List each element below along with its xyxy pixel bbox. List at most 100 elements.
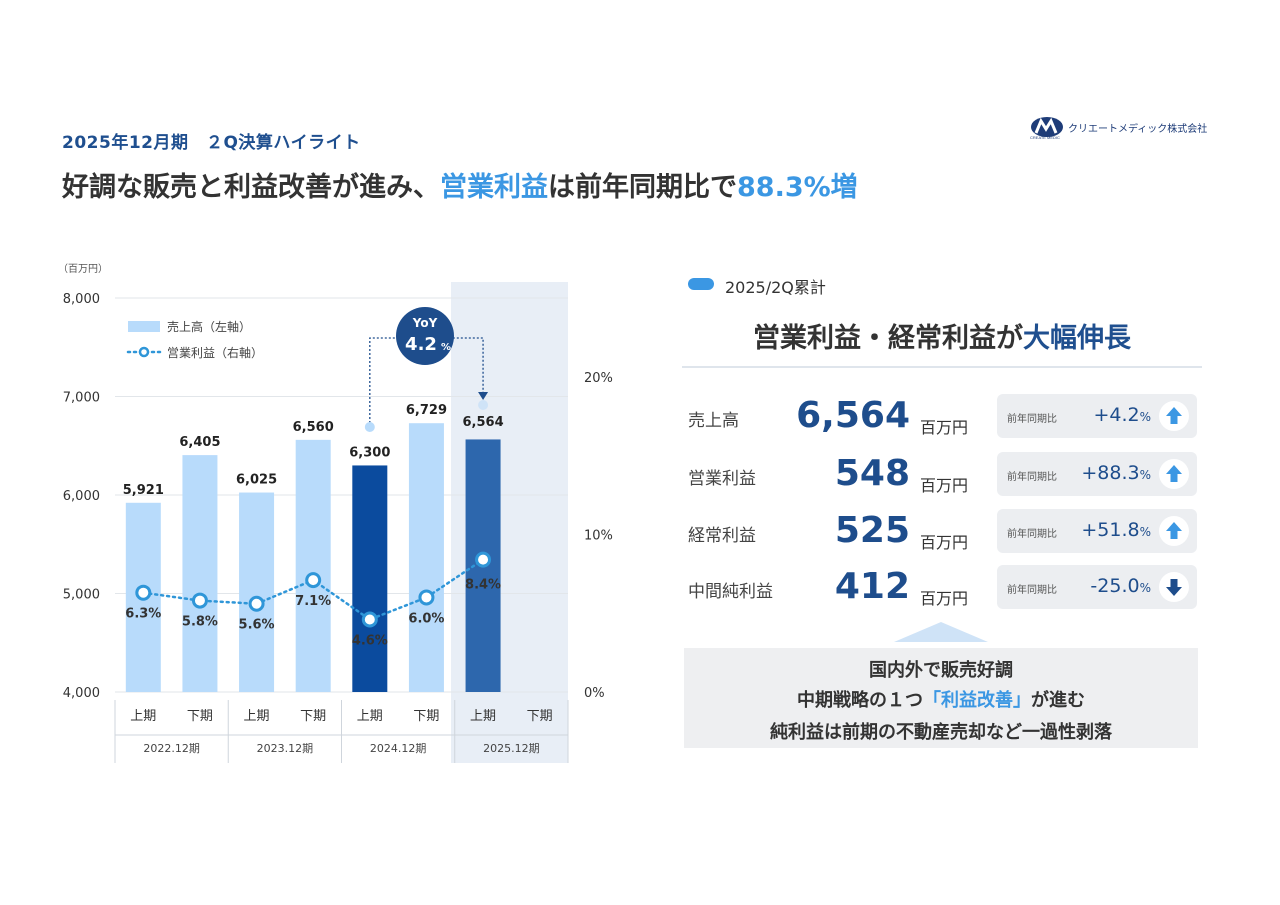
yoy-percent: % bbox=[1139, 581, 1151, 595]
summary-box: 国内外で販売好調 中期戦略の１つ「利益改善」が進む 純利益は前期の不動産売却など… bbox=[684, 648, 1198, 748]
period-label: 2025/2Q累計 bbox=[725, 278, 826, 297]
arrow-down-icon bbox=[1159, 572, 1189, 602]
yoy-value: +88.3% bbox=[1071, 462, 1151, 484]
arrow-up-icon bbox=[1159, 516, 1189, 546]
operating-margin-point bbox=[418, 589, 435, 606]
sales-bar-label: 5,921 bbox=[123, 483, 164, 498]
headline-highlight-growth: 88.3%増 bbox=[737, 172, 858, 203]
yoy-percent: % bbox=[1139, 468, 1151, 482]
yoy-sign: + bbox=[1093, 404, 1110, 426]
page-headline: 好調な販売と利益改善が進み、営業利益は前年同期比で88.3%増 bbox=[62, 165, 858, 204]
sales-bar bbox=[408, 423, 444, 692]
headline-highlight-operating-profit: 営業利益 bbox=[440, 172, 548, 203]
metric-value: 412 bbox=[834, 566, 910, 607]
yoy-number: 4.2 bbox=[1109, 404, 1140, 426]
operating-margin-point bbox=[475, 551, 492, 568]
metric-value: 6,564 bbox=[796, 395, 910, 436]
sales-bar-label: 6,560 bbox=[293, 420, 334, 435]
arrow-up-icon bbox=[1159, 401, 1189, 431]
yoy-value: +51.8% bbox=[1071, 519, 1151, 541]
sales-bar-label: 6,025 bbox=[236, 473, 277, 488]
metric-unit: 百万円 bbox=[920, 476, 969, 495]
operating-margin-label: 7.1% bbox=[295, 594, 331, 609]
x-period-label: 上期 bbox=[244, 709, 270, 724]
sales-bar bbox=[295, 439, 331, 692]
legend-sales-label: 売上高（左軸） bbox=[167, 319, 251, 334]
panel-title: 営業利益・経常利益が大幅伸長 bbox=[682, 316, 1202, 355]
yoy-value: +4.2% bbox=[1071, 404, 1151, 426]
sales-bar-label: 6,405 bbox=[179, 435, 220, 450]
y-right-tick-label: 0% bbox=[584, 686, 605, 701]
arrow-up-icon bbox=[1159, 459, 1189, 489]
operating-margin-label: 5.6% bbox=[239, 618, 275, 633]
yoy-sign: - bbox=[1090, 575, 1098, 597]
x-period-label: 上期 bbox=[470, 709, 496, 724]
company-logo: CREATE MEDIC クリエートメディック株式会社 bbox=[1030, 116, 1220, 140]
legend-sales-swatch bbox=[128, 321, 160, 332]
operating-margin-point bbox=[135, 584, 152, 601]
yoy-unit: % bbox=[441, 342, 451, 353]
logo-mark-icon: CREATE MEDIC bbox=[1030, 117, 1063, 140]
panel-title-text: 営業利益・経常利益が bbox=[753, 323, 1023, 354]
yoy-end-dot bbox=[478, 400, 489, 410]
x-fiscal-year-label: 2024.12期 bbox=[370, 742, 427, 755]
sales-bar-label: 6,300 bbox=[349, 445, 390, 460]
summary-pointer bbox=[894, 622, 988, 642]
metric-value: 525 bbox=[834, 510, 910, 551]
sales-bar-label: 6,729 bbox=[406, 403, 447, 418]
y-left-tick-label: 7,000 bbox=[63, 391, 100, 406]
sales-bar bbox=[239, 492, 275, 692]
metric-label: 売上高 bbox=[688, 411, 739, 431]
x-fiscal-year-label: 2025.12期 bbox=[483, 742, 540, 755]
y-left-tick-label: 8,000 bbox=[63, 292, 100, 307]
yoy-number: 51.8 bbox=[1097, 519, 1140, 541]
panel-divider bbox=[682, 366, 1202, 368]
metric-label: 中間純利益 bbox=[688, 582, 773, 602]
summary-line-3: 純利益は前期の不動産売却など一過性剥落 bbox=[770, 722, 1112, 743]
sales-profit-chart: 4,000 5,000 6,000 7,000 8,000 （百万円） 0% 10% 20% 5,… bbox=[58, 263, 613, 763]
y-right-tick-label: 10% bbox=[584, 528, 613, 543]
x-period-label: 上期 bbox=[357, 709, 383, 724]
headline-text-mid: は前年同期比で bbox=[548, 172, 737, 203]
operating-margin-label: 6.0% bbox=[408, 611, 444, 626]
metric-value: 548 bbox=[834, 453, 910, 494]
legend-margin-marker bbox=[138, 346, 150, 358]
sales-bar bbox=[352, 465, 388, 692]
y-right-tick-label: 20% bbox=[584, 371, 613, 386]
x-period-label: 下期 bbox=[413, 709, 439, 724]
panel-title-highlight: 大幅伸長 bbox=[1023, 323, 1131, 354]
yoy-number: 88.3 bbox=[1097, 462, 1140, 484]
yoy-sign: + bbox=[1081, 519, 1098, 541]
page-subtitle: 2025年12月期 ２Q決算ハイライト bbox=[62, 133, 361, 153]
yoy-title: YoY bbox=[412, 316, 438, 330]
logo-subtext: CREATE MEDIC bbox=[1030, 135, 1060, 140]
yoy-label: 前年同期比 bbox=[1007, 529, 1057, 540]
operating-margin-label: 6.3% bbox=[125, 607, 161, 622]
yoy-start-dot bbox=[364, 422, 375, 432]
metric-unit: 百万円 bbox=[920, 418, 969, 437]
yoy-badge bbox=[396, 307, 454, 365]
operating-margin-label: 5.8% bbox=[182, 615, 218, 630]
yoy-label: 前年同期比 bbox=[1007, 585, 1057, 596]
metric-unit: 百万円 bbox=[920, 533, 969, 552]
operating-margin-point bbox=[248, 595, 265, 612]
yoy-arrowhead bbox=[478, 392, 489, 400]
metric-label: 営業利益 bbox=[688, 469, 756, 489]
summary-line-1: 国内外で販売好調 bbox=[869, 660, 1013, 681]
legend-margin-label: 営業利益（右軸） bbox=[167, 345, 263, 360]
x-fiscal-year-label: 2022.12期 bbox=[143, 742, 200, 755]
operating-margin-label: 4.6% bbox=[352, 634, 388, 649]
summary-line-2-text: 中期戦略の１つ bbox=[797, 690, 923, 711]
y-left-unit: （百万円） bbox=[58, 263, 108, 275]
yoy-label: 前年同期比 bbox=[1007, 414, 1057, 425]
yoy-value: -25.0% bbox=[1071, 575, 1151, 597]
yoy-badge: 前年同期比 +51.8% bbox=[997, 509, 1197, 553]
metric-unit: 百万円 bbox=[920, 589, 969, 608]
summary-line-2-end: が進む bbox=[1031, 690, 1085, 711]
yoy-badge: 前年同期比 -25.0% bbox=[997, 565, 1197, 609]
period-marker bbox=[688, 278, 714, 290]
x-fiscal-year-label: 2023.12期 bbox=[257, 742, 314, 755]
yoy-value: 4.2 bbox=[405, 334, 437, 355]
summary-line-2: 中期戦略の１つ「利益改善」が進む bbox=[684, 686, 1198, 712]
yoy-sign: + bbox=[1081, 462, 1098, 484]
